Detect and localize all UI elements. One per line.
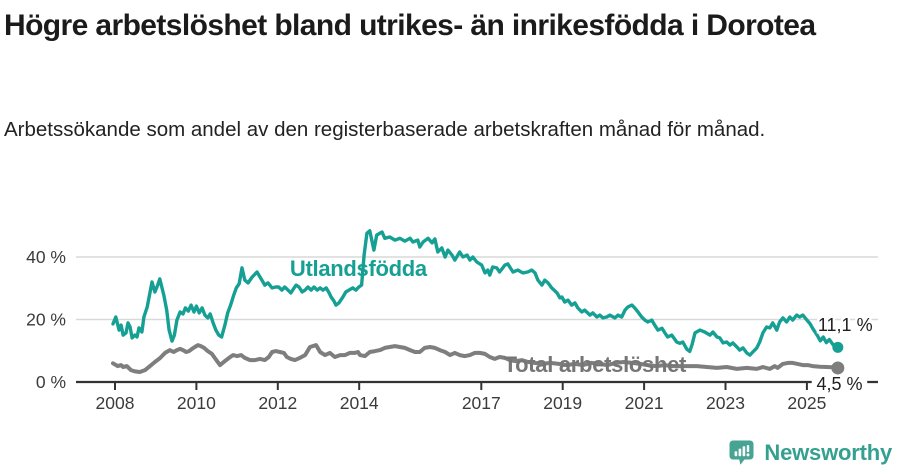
newsworthy-logo-icon	[729, 440, 754, 465]
annotation-utlandsf-dda: Utlandsfödda	[290, 256, 428, 281]
x-axis-label: 2021	[625, 393, 664, 413]
annotation-total-arbetsl-shet: Total arbetslöshet	[504, 352, 687, 377]
y-axis-label: 40 %	[26, 247, 66, 267]
annotation-bg	[811, 375, 868, 394]
annotation-11-1-: 11,1 %	[818, 315, 873, 335]
annotation-4-5-: 4,5 %	[816, 374, 862, 394]
x-axis-label: 2019	[543, 393, 582, 413]
x-axis-label: 2012	[258, 393, 297, 413]
series-line-total-arbetsl-shet	[111, 343, 840, 374]
x-axis-label: 2008	[96, 393, 135, 413]
end-dot-utlandsf-dda	[832, 341, 844, 353]
y-axis-label: 0 %	[36, 372, 66, 392]
y-axis-label: 20 %	[26, 310, 66, 330]
x-axis-label: 2017	[462, 393, 501, 413]
x-axis-label: 2014	[340, 393, 379, 413]
x-axis-label: 2025	[787, 393, 826, 413]
x-axis-label: 2010	[177, 393, 216, 413]
series-line-utlandsf-dda	[111, 229, 840, 357]
end-dot-total-arbetsl-shet	[831, 361, 845, 375]
chart-subtitle: Arbetssökande som andel av den registerb…	[4, 118, 766, 141]
x-axis-label: 2023	[706, 393, 745, 413]
newsworthy-branding: Newsworthy	[727, 438, 892, 468]
page-title: Högre arbetslöshet bland utrikes- än inr…	[4, 9, 816, 42]
brand-name: Newsworthy	[764, 440, 892, 465]
